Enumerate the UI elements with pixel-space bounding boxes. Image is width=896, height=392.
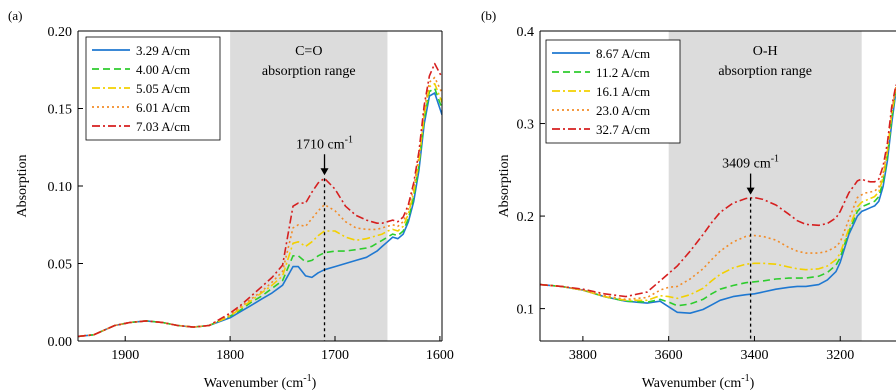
legend-label: 8.67 A/cm <box>596 46 650 61</box>
x-axis-label: Wavenumber (cm-1) <box>642 373 755 391</box>
y-tick-label: 0.1 <box>517 303 535 318</box>
x-axis-label: Wavenumber (cm-1) <box>204 373 317 391</box>
y-tick-label: 0.10 <box>48 180 73 195</box>
peak-arrow-head <box>746 187 755 195</box>
x-tick-label: 1700 <box>321 348 349 363</box>
range-label-title: O-H <box>753 44 778 59</box>
legend-label: 5.05 A/cm <box>136 81 190 96</box>
y-tick-label: 0.2 <box>517 210 535 225</box>
legend-label: 16.1 A/cm <box>596 84 650 99</box>
series-line-4 <box>540 86 896 301</box>
panel-label: (b) <box>481 8 496 23</box>
peak-label: 1710 cm-1 <box>296 134 353 152</box>
series-line-5 <box>540 84 896 298</box>
series-group <box>540 84 896 315</box>
legend-label: 32.7 A/cm <box>596 122 650 137</box>
peak-arrow-head <box>320 168 329 176</box>
legend: 8.67 A/cm 11.2 A/cm 16.1 A/cm 23.0 A/cm 32.7… <box>545 39 681 144</box>
y-tick-label: 0.00 <box>48 335 73 350</box>
x-tick-label: 1800 <box>216 348 244 363</box>
x-tick-label: 3200 <box>826 348 854 363</box>
legend-label: 6.01 A/cm <box>136 100 190 115</box>
legend-label: 23.0 A/cm <box>596 103 650 118</box>
y-axis-label: Absorption <box>15 155 30 218</box>
x-tick-label: 3400 <box>740 348 768 363</box>
y-tick-label: 0.20 <box>48 25 73 40</box>
y-axis-label: Absorption <box>497 155 512 218</box>
legend-label: 11.2 A/cm <box>596 65 650 80</box>
series-line-2 <box>78 87 442 338</box>
x-tick-label: 3800 <box>569 348 597 363</box>
y-tick-label: 0.15 <box>48 103 73 118</box>
legend-label: 4.00 A/cm <box>136 62 190 77</box>
series-line-3 <box>540 87 896 302</box>
chart-panel-b: 3409 cm-1 O-H absorption range 3800 3600 3400… <box>481 8 896 391</box>
x-tick-label: 3600 <box>655 348 683 363</box>
panel-label: (a) <box>8 8 22 23</box>
range-label-subtitle: absorption range <box>262 64 356 79</box>
y-tick-label: 0.4 <box>517 25 535 40</box>
chart-panel-a: 1710 cm-1 C=O absorption range 1900 1800 1700… <box>8 8 454 391</box>
peak-label: 3409 cm-1 <box>722 154 779 172</box>
legend-label: 7.03 A/cm <box>136 119 190 134</box>
series-group <box>78 62 442 338</box>
range-label-title: C=O <box>295 44 322 59</box>
y-tick-label: 0.05 <box>48 258 73 273</box>
series-line-5 <box>78 62 442 338</box>
legend: 3.29 A/cm 4.00 A/cm 5.05 A/cm 6.01 A/cm 7.03… <box>85 36 221 141</box>
x-tick-label: 1600 <box>426 348 454 363</box>
legend-label: 3.29 A/cm <box>136 43 190 58</box>
range-label-subtitle: absorption range <box>718 64 812 79</box>
series-line-4 <box>78 76 442 338</box>
series-line-1 <box>540 90 896 315</box>
x-tick-label: 1900 <box>111 348 139 363</box>
y-tick-label: 0.3 <box>517 118 535 133</box>
absorption-range-shade <box>230 31 388 341</box>
